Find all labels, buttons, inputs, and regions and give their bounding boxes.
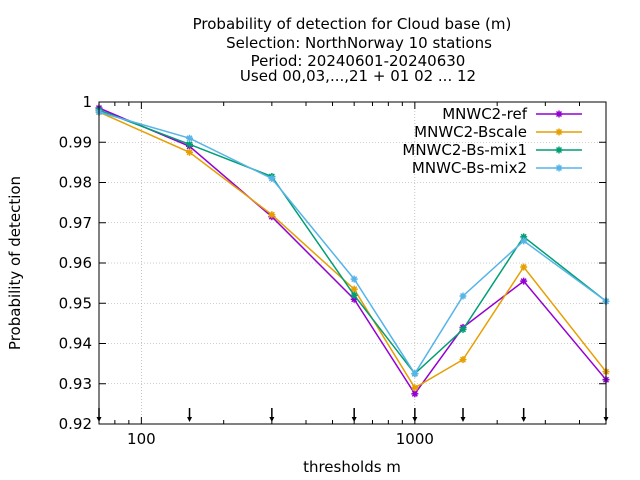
y-tick-label: 0.95 xyxy=(59,294,92,312)
threshold-marker-arrow xyxy=(187,417,193,422)
title-line-3: Period: 20240601-20240630 xyxy=(251,52,466,70)
data-point xyxy=(520,277,528,285)
legend-item: MNWC2-ref xyxy=(442,105,582,123)
data-point xyxy=(411,384,419,392)
grid xyxy=(99,102,606,424)
legend-item: MNWC2-Bscale xyxy=(414,123,582,141)
data-point xyxy=(459,325,467,333)
data-point xyxy=(186,148,194,156)
legend-label: MNWC-Bs-mix2 xyxy=(412,159,527,177)
data-point xyxy=(459,292,467,300)
title-line-1: Probability of detection for Cloud base … xyxy=(193,15,512,33)
data-point xyxy=(186,140,194,148)
series-lines xyxy=(95,104,610,398)
y-tick-label: 0.93 xyxy=(59,375,92,393)
legend: MNWC2-refMNWC2-BscaleMNWC2-Bs-mix1MNWC-B… xyxy=(402,105,582,177)
data-point xyxy=(268,174,276,182)
threshold-marker-arrow xyxy=(521,417,527,422)
y-tick-label: 0.92 xyxy=(59,415,92,433)
y-tick-label: 1 xyxy=(82,93,92,111)
data-point xyxy=(555,110,563,118)
threshold-marker-arrow xyxy=(269,417,275,422)
data-point xyxy=(459,356,467,364)
data-point xyxy=(555,164,563,172)
legend-item: MNWC2-Bs-mix1 xyxy=(402,141,582,159)
y-tick-label: 0.97 xyxy=(59,214,92,232)
y-axis-label: Probability of detection xyxy=(6,176,24,350)
data-point xyxy=(411,370,419,378)
data-point xyxy=(350,291,358,299)
plot-frame xyxy=(98,101,607,425)
data-point xyxy=(350,285,358,293)
data-point xyxy=(268,211,276,219)
x-tick-label: 1000 xyxy=(396,430,434,448)
y-tick-label: 0.94 xyxy=(59,335,92,353)
data-point xyxy=(350,275,358,283)
data-point xyxy=(411,390,419,398)
series-line xyxy=(98,111,607,389)
data-point xyxy=(520,233,528,241)
chart-title: Probability of detection for Cloud base … xyxy=(193,15,512,85)
threshold-marker-arrow xyxy=(460,417,466,422)
data-point xyxy=(555,128,563,136)
series-line xyxy=(98,111,607,376)
threshold-markers xyxy=(96,408,609,422)
threshold-marker-arrow xyxy=(351,417,357,422)
legend-label: MNWC2-Bscale xyxy=(414,123,527,141)
legend-label: MNWC2-ref xyxy=(442,105,527,123)
title-line-4: Used 00,03,...,21 + 01 02 ... 12 xyxy=(240,67,476,85)
axis-ticks: 0.92 0.93 0.94 0.95 0.96 0.97 0.98 0.99 1 100 1000 xyxy=(59,93,607,448)
legend-label: MNWC2-Bs-mix1 xyxy=(402,141,527,159)
y-tick-label: 0.96 xyxy=(59,254,92,272)
data-point xyxy=(520,237,528,245)
threshold-marker-arrow xyxy=(412,417,418,422)
data-point xyxy=(520,263,528,271)
data-point xyxy=(186,134,194,142)
legend-item: MNWC-Bs-mix2 xyxy=(412,159,582,177)
series-line xyxy=(98,107,607,396)
series-line xyxy=(98,109,607,375)
y-tick-label: 0.99 xyxy=(59,133,92,151)
data-point xyxy=(555,146,563,154)
y-tick-label: 0.98 xyxy=(59,174,92,192)
title-line-2: Selection: NorthNorway 10 stations xyxy=(226,34,492,52)
x-axis-label: thresholds m xyxy=(303,458,401,476)
x-tick-label: 100 xyxy=(127,430,156,448)
